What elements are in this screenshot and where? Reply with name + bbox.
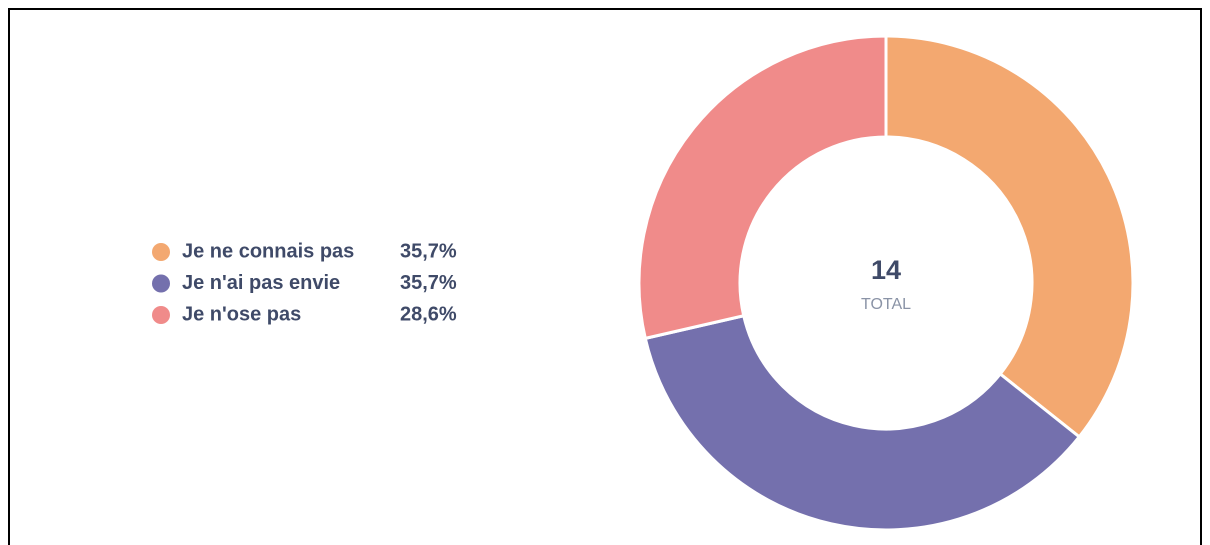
legend-label: Je n'ai pas envie (182, 272, 340, 294)
legend-value: 35,7% (400, 240, 457, 262)
legend-label: Je ne connais pas (182, 240, 354, 262)
legend-value: 35,7% (400, 272, 457, 294)
donut-segment (637, 34, 888, 341)
donut-segment (643, 313, 1082, 532)
legend-value: 28,6% (400, 303, 457, 325)
total-value: 14 (871, 255, 901, 285)
legend-dot (152, 274, 170, 293)
donut (637, 34, 1135, 532)
legend-dot (152, 243, 170, 261)
frame (8, 8, 1202, 545)
total-label: TOTAL (861, 296, 911, 313)
donut-segment (884, 34, 1135, 439)
legend-dot (152, 306, 170, 324)
legend-label: Je n'ose pas (182, 303, 301, 325)
